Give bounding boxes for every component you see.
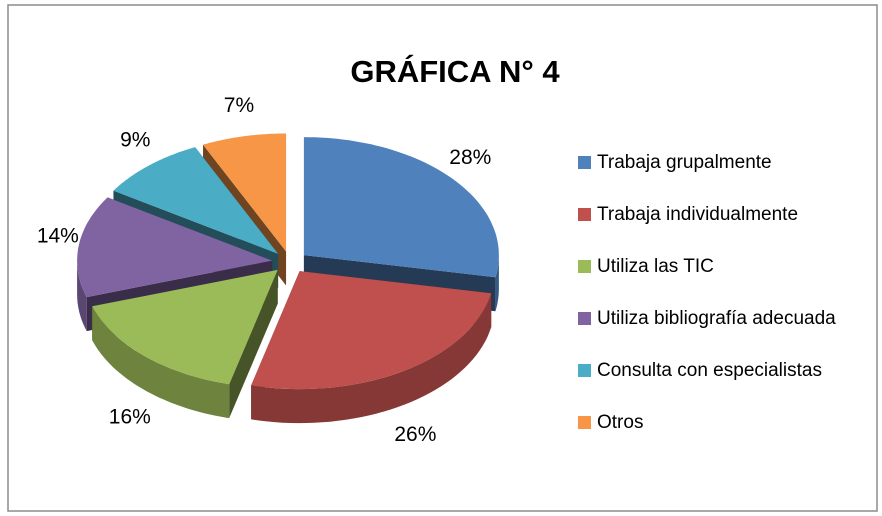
slice [203, 133, 287, 252]
data-label: 26% [394, 423, 436, 446]
legend-label: Trabaja individualmente [597, 204, 798, 225]
data-label: 14% [37, 224, 79, 247]
legend-label: Utiliza las TIC [597, 256, 714, 277]
legend-swatch [578, 364, 591, 377]
data-label: 16% [109, 405, 151, 428]
slice-side [251, 293, 492, 424]
data-label: 28% [449, 146, 491, 169]
legend-label: Consulta con especialistas [597, 360, 822, 381]
slice [113, 147, 279, 254]
data-label: 9% [120, 128, 150, 151]
legend-swatch [578, 260, 591, 273]
slice [251, 271, 492, 390]
legend-swatch [578, 208, 591, 221]
slice [92, 269, 278, 385]
data-label: 7% [224, 94, 254, 117]
slice-side [77, 260, 87, 332]
slice-side [495, 255, 499, 312]
legend-label: Otros [597, 412, 643, 433]
slice [77, 197, 273, 298]
slice-side [92, 306, 230, 419]
legend-label: Trabaja grupalmente [597, 152, 772, 173]
legend-label: Utiliza bibliografía adecuada [597, 308, 836, 329]
slice [303, 137, 499, 278]
chart-title: GRÁFICA N° 4 [350, 54, 560, 89]
legend-swatch [578, 312, 591, 325]
legend-swatch [578, 156, 591, 169]
slice-group [92, 269, 278, 419]
slice-group [251, 271, 492, 424]
legend-swatch [578, 416, 591, 429]
slice-wall [229, 269, 278, 419]
